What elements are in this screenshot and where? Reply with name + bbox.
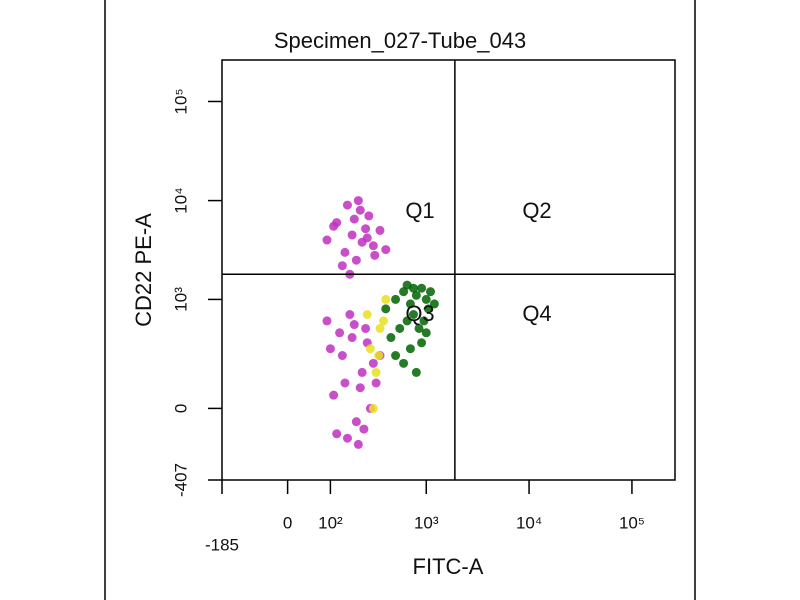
data-point (368, 241, 378, 251)
data-point (332, 429, 342, 439)
data-point (408, 309, 418, 319)
data-point (419, 316, 429, 326)
quadrant-label: Q1 (405, 198, 434, 223)
data-point (391, 351, 401, 361)
chart-title: Specimen_027-Tube_043 (274, 28, 526, 53)
data-point (368, 403, 378, 413)
data-point (375, 323, 385, 333)
y-tick-label: 10³ (171, 287, 190, 312)
y-tick-label: -407 (171, 463, 190, 497)
data-point (345, 309, 355, 319)
data-point (349, 214, 359, 224)
data-point (322, 235, 332, 245)
data-point (359, 424, 369, 434)
data-point (361, 224, 371, 234)
x-tick-label: 10² (318, 513, 343, 532)
quadrant-label: Q2 (522, 198, 551, 223)
data-point (329, 221, 339, 231)
data-point (426, 287, 436, 297)
data-point (357, 367, 367, 377)
data-point (355, 205, 365, 215)
data-point (391, 294, 401, 304)
y-axis-label: CD22 PE-A (131, 213, 156, 327)
data-point (353, 439, 363, 449)
data-point (379, 316, 389, 326)
data-point (414, 323, 424, 333)
data-point (325, 344, 335, 354)
data-point (347, 230, 357, 240)
x-tick-label: -185 (205, 535, 239, 554)
data-point (399, 287, 409, 297)
data-point (381, 304, 391, 314)
x-tick-label: 0 (283, 513, 292, 532)
data-point (337, 351, 347, 361)
data-point (375, 225, 385, 235)
y-tick-label: 10⁴ (171, 187, 190, 213)
x-tick-label: 10³ (414, 513, 439, 532)
y-tick-label: 10⁵ (171, 88, 190, 114)
x-tick-label: 10⁵ (619, 513, 645, 532)
data-point (362, 233, 372, 243)
data-point (402, 316, 412, 326)
data-point (355, 383, 365, 393)
data-point (417, 338, 427, 348)
data-point (347, 333, 357, 343)
data-point (405, 299, 415, 309)
data-point (405, 344, 415, 354)
data-point (351, 417, 361, 427)
plot-area (221, 59, 676, 481)
x-axis-label: FITC-A (413, 554, 484, 579)
data-point (329, 390, 339, 400)
quadrant-label: Q4 (522, 301, 551, 326)
data-point (322, 316, 332, 326)
data-point (421, 328, 431, 338)
data-point (371, 367, 381, 377)
data-point (399, 358, 409, 368)
data-point (342, 433, 352, 443)
data-point (351, 255, 361, 265)
data-point (364, 211, 374, 221)
data-point (368, 358, 378, 368)
quadrant-label: Q3 (405, 301, 434, 326)
data-point (353, 196, 363, 206)
data-point (340, 378, 350, 388)
data-point (417, 283, 427, 293)
data-point (370, 250, 380, 260)
data-point (342, 200, 352, 210)
data-point (411, 290, 421, 300)
data-point (381, 294, 391, 304)
data-point (421, 294, 431, 304)
data-point (411, 367, 421, 377)
data-point (362, 309, 372, 319)
data-point (361, 323, 371, 333)
data-point (395, 323, 405, 333)
data-point (337, 261, 347, 271)
data-point (408, 283, 418, 293)
y-tick-label: 0 (171, 404, 190, 413)
x-tick-label: 10⁴ (516, 513, 542, 532)
data-point (365, 344, 375, 354)
data-point (429, 299, 439, 309)
data-point (349, 320, 359, 330)
data-point (381, 245, 391, 255)
data-point (335, 328, 345, 338)
data-point (371, 378, 381, 388)
data-point (423, 304, 433, 314)
data-point (340, 247, 350, 257)
data-point (386, 333, 396, 343)
data-point (374, 351, 384, 361)
